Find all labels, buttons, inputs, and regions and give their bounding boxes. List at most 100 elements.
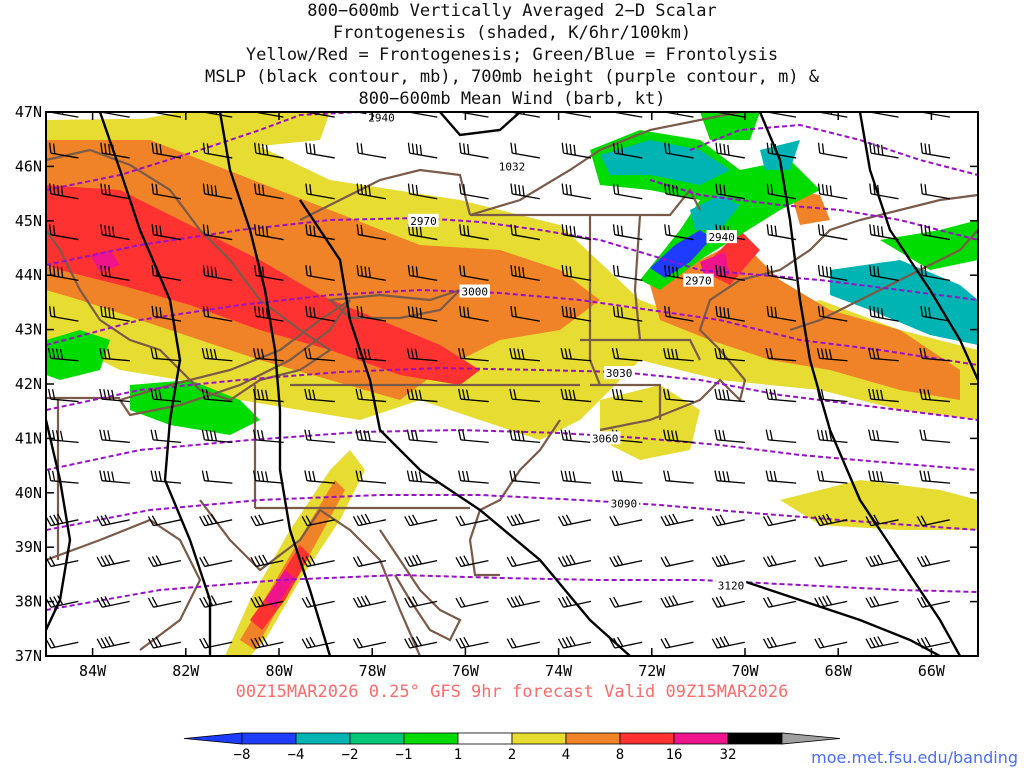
chesapeake: [379, 529, 462, 642]
contour-label: 3060: [592, 432, 619, 445]
wind-barb: [305, 224, 335, 241]
wind-barb: [147, 596, 181, 608]
wind-barb: [458, 429, 489, 443]
lat-tick-label: 44N: [15, 266, 42, 284]
contour-label: 2970: [410, 215, 437, 228]
wind-barb: [252, 470, 284, 484]
title-line-5: 800−600mb Mean Wind (barb, kt): [358, 89, 666, 109]
wind-barb: [561, 112, 592, 118]
wind-barb: [920, 224, 950, 241]
mslp-w1: [46, 419, 72, 631]
wind-barb: [147, 555, 181, 568]
wind-barb: [560, 388, 592, 403]
shade-green-w: [46, 330, 110, 380]
wind-barb: [151, 142, 182, 159]
wind-barb: [304, 429, 335, 443]
wind-barb: [869, 224, 899, 241]
wind-barb: [301, 555, 335, 568]
wind-barb: [100, 305, 130, 322]
wind-barb: [301, 515, 335, 527]
colorbar-high-cap: [781, 732, 841, 745]
wind-barb: [356, 142, 387, 159]
wind-barb: [352, 595, 387, 608]
wind-barb: [407, 183, 438, 200]
wind-barb: [202, 265, 233, 281]
wind-barb: [711, 596, 745, 608]
lon-tick-label: 78W: [359, 662, 387, 680]
credit-link[interactable]: moe.met.fsu.edu/banding: [811, 748, 1018, 767]
wind-barb: [766, 265, 797, 281]
wind-barb: [509, 470, 540, 484]
contour-label-bg: [608, 496, 640, 510]
wind-barb: [715, 142, 745, 159]
wind-barb: [305, 265, 335, 281]
colorbar-segment: [727, 732, 783, 745]
wind-barb: [664, 265, 694, 281]
lat-tick-label: 47N: [15, 103, 42, 121]
wind-barb: [865, 514, 899, 527]
wind-barb: [557, 554, 592, 568]
wind-barb: [356, 183, 387, 200]
coast-nj: [468, 419, 561, 577]
shade-cyan-ne: [600, 140, 730, 185]
lon-tick-label: 72W: [638, 662, 666, 680]
height-3000: [46, 288, 978, 366]
wind-barb: [560, 470, 592, 484]
contour-label: 3000: [461, 286, 488, 299]
contour-label: 2940: [708, 231, 735, 244]
mslp-high: [299, 199, 631, 656]
wind-barb: [865, 636, 899, 649]
wind-barb: [611, 347, 643, 362]
title-line-3: Yellow/Red = Frontogenesis; Green/Blue =…: [245, 45, 779, 65]
wind-barb: [766, 142, 797, 159]
colorbar: −8 −4 −2 −1 1 2 4 8 16 32: [183, 732, 841, 763]
colorbar-segment: [619, 732, 675, 745]
wind-barb: [663, 429, 694, 443]
mslp-w2: [98, 112, 212, 656]
shade-orange-main: [46, 140, 600, 400]
wind-barb: [609, 636, 643, 649]
shade-yellow-e: [780, 480, 978, 530]
wind-barb: [763, 555, 797, 568]
wind-barb: [305, 183, 335, 200]
wind-barb: [765, 347, 797, 362]
wind-barb: [816, 470, 848, 484]
lon-tick-label: 66W: [918, 662, 946, 680]
wind-barb: [199, 556, 233, 568]
wind-barb: [458, 470, 489, 484]
wind-barb: [404, 596, 438, 608]
wind-barb: [151, 305, 182, 322]
wind-barb: [406, 347, 438, 362]
wind-barb: [920, 265, 950, 281]
wind-barb: [455, 596, 489, 608]
wind-barb: [455, 555, 489, 568]
wind-barb: [96, 554, 130, 568]
wind-barb: [199, 595, 233, 608]
wind-barb: [560, 347, 592, 362]
shade-magenta-3: [700, 252, 730, 278]
wind-barb: [919, 347, 951, 362]
wind-barb: [919, 429, 951, 443]
wind-barb: [407, 112, 438, 118]
wind-barb: [763, 515, 797, 527]
colorbar-segment: [349, 732, 405, 745]
wind-barb: [920, 183, 950, 200]
lake-ontario: [327, 288, 461, 320]
wind-barb: [202, 224, 233, 241]
wind-barb: [250, 514, 284, 527]
wind-barb: [509, 388, 540, 403]
wind-barb: [916, 636, 950, 649]
lon-tick-label: 74W: [545, 662, 573, 680]
colorbar-label: −2: [342, 747, 359, 763]
wind-barb: [561, 305, 592, 322]
wind-barb: [150, 347, 182, 362]
wind-barb: [48, 183, 79, 200]
political-borders: [46, 112, 978, 656]
wind-barb: [660, 556, 694, 568]
wind-barb: [96, 596, 130, 608]
wind-barb: [715, 112, 745, 118]
wind-barb: [100, 224, 130, 241]
wind-barb: [100, 265, 130, 281]
wind-barb: [202, 142, 233, 159]
wind-barb: [715, 183, 745, 200]
